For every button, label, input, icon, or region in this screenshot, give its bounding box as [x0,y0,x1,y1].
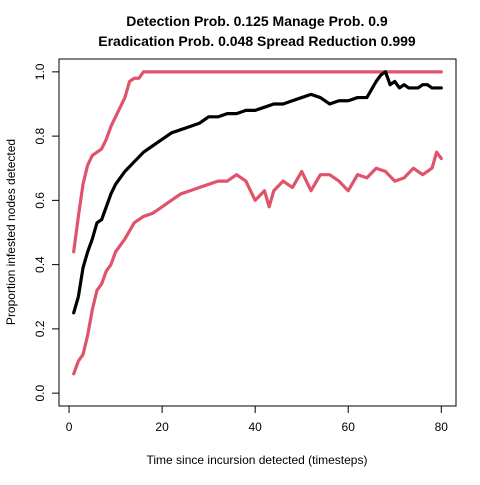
series-layer [72,70,443,376]
y-tick-label: 0.0 [33,384,47,401]
x-tick-label: 20 [155,420,169,434]
series-line-upper [72,70,443,254]
chart-title-line-2: Eradication Prob. 0.048 Spread Reduction… [98,33,416,49]
x-tick-label: 0 [66,420,73,434]
y-tick-label: 0.4 [33,256,47,273]
y-tick-label: 0.8 [33,127,47,144]
x-axis-label: Time since incursion detected (timesteps… [147,453,368,467]
x-tick-label: 60 [342,420,356,434]
y-tick-label: 0.6 [33,192,47,209]
x-tick-label: 80 [435,420,449,434]
y-axis-label: Proportion infested nodes detected [4,139,18,325]
y-axis-ticks: 0.0 0.2 0.4 0.6 0.8 1.0 [33,63,60,401]
x-axis-ticks: 0 20 40 60 80 [66,405,449,434]
x-tick-label: 40 [248,420,262,434]
series-line-mean [72,70,443,315]
y-tick-label: 1.0 [33,63,47,80]
series-line-lower [72,150,443,376]
y-tick-label: 0.2 [33,320,47,337]
chart-title-line-1: Detection Prob. 0.125 Manage Prob. 0.9 [126,13,388,29]
